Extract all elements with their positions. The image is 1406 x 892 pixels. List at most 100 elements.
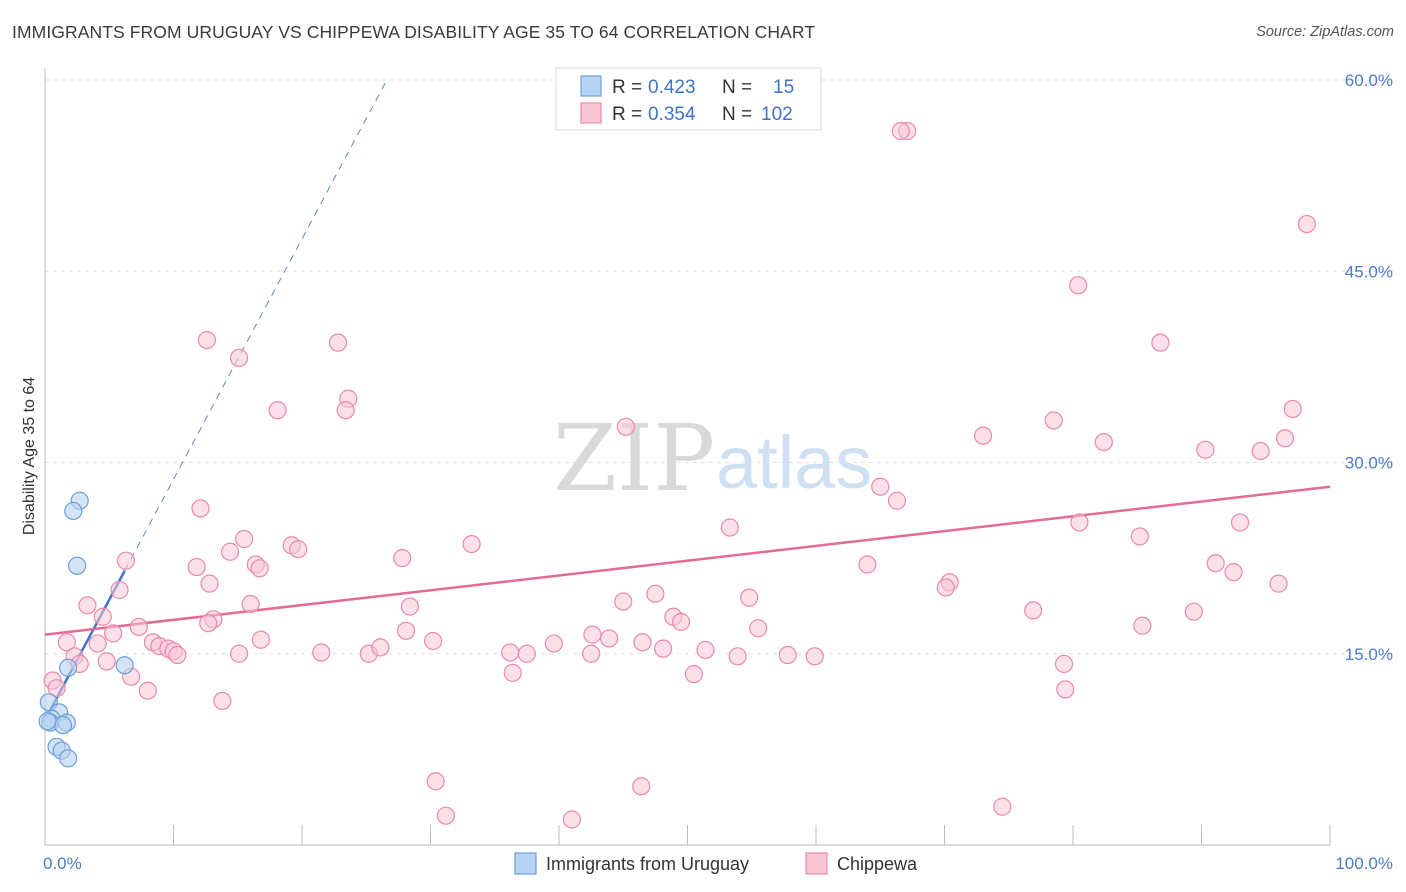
correlation-legend: R = 0.423 N = 15 R = 0.354 N = 102	[555, 67, 822, 131]
uruguay-point	[38, 712, 57, 731]
chippewa-point	[544, 634, 563, 653]
uruguay-points	[38, 491, 134, 768]
chippewa-point	[1251, 441, 1270, 461]
chippewa-point	[138, 681, 157, 700]
chippewa-point	[396, 621, 416, 640]
chippewa-point	[400, 597, 420, 616]
chippewa-point	[197, 331, 217, 350]
chippewa-point	[423, 631, 443, 651]
uruguay-trend-extension	[124, 79, 388, 572]
chippewa-point	[583, 625, 602, 644]
chippewa-point	[97, 652, 116, 671]
gridlines	[45, 79, 1393, 655]
chippewa-point	[653, 639, 673, 658]
chart-title: IMMIGRANTS FROM URUGUAY VS CHIPPEWA DISA…	[12, 22, 816, 42]
chippewa-trend-line	[44, 485, 1331, 636]
chippewa-point	[312, 643, 331, 662]
legend-r-label-chippewa: R =	[612, 104, 642, 125]
chippewa-point	[57, 633, 76, 652]
uruguay-point	[59, 749, 78, 768]
chippewa-point	[187, 557, 206, 577]
chippewa-point	[241, 594, 260, 614]
chippewa-point	[891, 121, 910, 141]
chippewa-point	[646, 584, 665, 603]
chippewa-point	[633, 633, 652, 652]
chippewa-point	[229, 348, 249, 368]
chippewa-point	[871, 477, 890, 496]
uruguay-point	[115, 656, 134, 675]
chippewa-point	[696, 640, 715, 660]
legend-n-label-uruguay: N =	[722, 77, 752, 98]
chippewa-point	[858, 555, 877, 574]
chippewa-point	[1044, 411, 1063, 430]
chippewa-point	[503, 663, 522, 682]
chippewa-point	[778, 645, 797, 665]
chippewa-point	[88, 634, 107, 653]
chippewa-point	[632, 777, 651, 796]
chippewa-point	[740, 588, 759, 607]
chippewa-point	[268, 401, 287, 420]
chippewa-point	[78, 596, 97, 615]
watermark-atlas: atlas	[716, 421, 872, 504]
chippewa-point	[1070, 513, 1089, 532]
chippewa-point	[250, 559, 269, 578]
chippewa-point	[220, 542, 240, 561]
uruguay-point	[53, 716, 73, 735]
chippewa-point	[229, 644, 249, 663]
chippewa-point	[191, 499, 210, 518]
chippewa-point	[582, 644, 601, 663]
legend-n-value-uruguay: 15	[773, 77, 794, 98]
series-legend: Immigrants from Uruguay Chippewa	[514, 852, 918, 875]
chippewa-point	[1297, 214, 1316, 234]
legend-r-value-chippewa: 0.354	[648, 104, 696, 125]
chippewa-point	[336, 401, 355, 420]
bottom-legend-swatch-chippewa	[805, 852, 828, 875]
y-tick-label: 15.0%	[1345, 645, 1393, 664]
y-tick-label: 30.0%	[1345, 454, 1393, 473]
chippewa-point	[1094, 433, 1113, 452]
legend-r-label-uruguay: R =	[612, 77, 642, 98]
watermark-zip: ZIP	[553, 405, 715, 512]
chippewa-point	[129, 617, 148, 637]
chippewa-point	[110, 580, 129, 600]
chippewa-point	[1024, 601, 1043, 620]
chippewa-point	[720, 518, 740, 537]
chippewa-point	[1151, 333, 1170, 352]
y-axis-title: Disability Age 35 to 64	[21, 377, 38, 535]
chippewa-point	[562, 810, 581, 829]
chippewa-point	[436, 806, 456, 825]
chippewa-point	[671, 612, 691, 631]
chippewa-point	[616, 417, 635, 436]
chippewa-point	[289, 540, 308, 559]
legend-n-label-chippewa: N =	[722, 104, 752, 125]
chippewa-point	[1283, 399, 1302, 419]
chippewa-point	[1133, 616, 1152, 635]
chippewa-point	[200, 574, 219, 593]
chippewa-point	[235, 529, 254, 549]
chippewa-point	[1230, 513, 1250, 532]
chippewa-point	[1069, 276, 1088, 295]
chippewa-point	[462, 534, 481, 554]
chippewa-point	[1269, 574, 1288, 593]
chippewa-point	[328, 333, 348, 352]
bottom-legend-label-uruguay: Immigrants from Uruguay	[546, 854, 749, 874]
x-tick-label: 0.0%	[43, 854, 82, 873]
chippewa-point	[47, 679, 66, 698]
chippewa-point	[393, 549, 412, 568]
chippewa-point	[199, 614, 218, 633]
chippewa-point	[749, 619, 768, 638]
axes	[44, 68, 1331, 846]
x-tick-labels: 0.0% 100.0%	[43, 854, 1393, 873]
source-label: Source: ZipAtlas.com	[1256, 24, 1394, 40]
y-tick-label: 60.0%	[1345, 71, 1393, 90]
y-tick-labels: 15.0% 30.0% 45.0% 60.0%	[1345, 71, 1393, 664]
watermark: ZIP atlas	[553, 405, 872, 512]
x-tick-label: 100.0%	[1335, 854, 1393, 873]
chippewa-point	[1196, 440, 1215, 459]
uruguay-point	[59, 658, 78, 677]
chippewa-point	[116, 551, 136, 570]
chippewa-point	[973, 426, 993, 445]
bottom-legend-label-chippewa: Chippewa	[837, 854, 918, 874]
legend-r-value-uruguay: 0.423	[648, 77, 696, 98]
